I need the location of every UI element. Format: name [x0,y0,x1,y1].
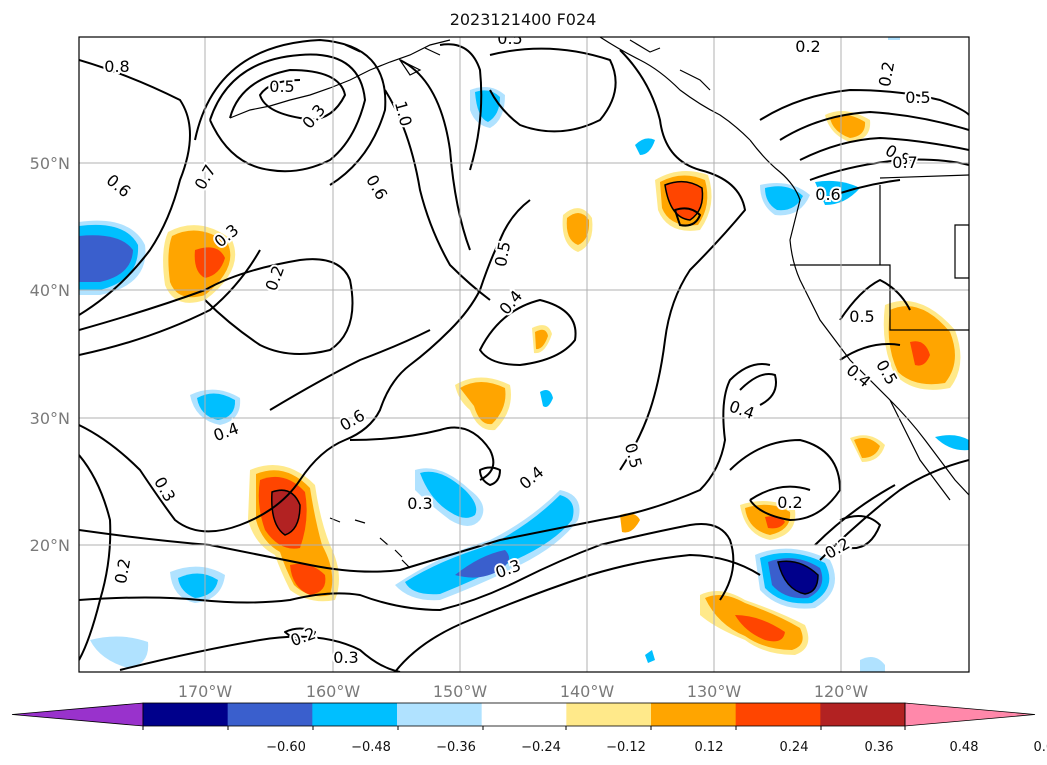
contour-label-halo: 0.3 [333,648,358,667]
contour-label: 0.8 [104,57,129,76]
contour-label-halo: 0.3 [407,494,432,513]
colorbar-tick-label: 0.48 [950,740,979,755]
contour-label: 0.5 [849,307,874,326]
longitude-labels: 170°W 160°W 150°W 140°W 130°W 120°W [178,682,869,701]
lat-label-40n: 40°N [30,281,70,300]
lon-label-160w: 160°W [306,682,361,701]
colorbar-extend-low [11,702,144,727]
colorbar-segment [735,703,821,726]
lon-label-120w: 120°W [814,682,869,701]
colorbar-segment [820,703,906,726]
lat-label-20n: 20°N [30,536,70,555]
contour-label: 0.7 [892,153,917,172]
colorbar-segment [312,703,398,726]
contour-label-halo: 0.2 [111,557,134,585]
colorbar [11,702,1036,727]
colorbar-tick-label: 0.12 [695,740,724,755]
lon-label-130w: 130°W [687,682,742,701]
shading-outlines [271,180,819,595]
contour-label: 0.5 [269,77,294,96]
colorbar-extend-high [904,702,1036,727]
map-frame [78,36,970,673]
colorbar-segment [143,703,229,726]
colorbar-segment [566,703,652,726]
map-area: 0.80.80.50.5 0.20.20.20.20.30.3 1.01.00.50… [79,29,969,672]
colorbar-segment [481,703,567,726]
lon-label-150w: 150°W [433,682,488,701]
colorbar-tick-label: 0.36 [865,740,894,755]
colorbar-segment [397,703,483,726]
colorbar-tick-label: 0.60 [1034,740,1047,755]
contour-label-halo: 0.2 [795,37,820,56]
contour-label-halo: 0.5 [269,77,294,96]
latitude-labels: 50°N 40°N 30°N 20°N [30,154,70,555]
grid-lines [79,37,969,672]
colorbar-frame [142,702,906,727]
contour-lines [79,39,969,672]
colorbar-tick-label: −0.24 [521,740,561,755]
colorbar-segment [227,703,313,726]
colorbar-tick-label: 0.24 [780,740,809,755]
lat-label-30n: 30°N [30,409,70,428]
contour-label: 0.2 [795,37,820,56]
colorbar-tick-label: −0.60 [266,740,306,755]
colorbar-tick-label: −0.36 [436,740,476,755]
contour-label: 0.2 [875,60,898,88]
contour-label-halo: 0.7 [892,153,917,172]
map-title: 2023121400 F024 [450,10,597,29]
contour-label: 0.5 [905,88,930,107]
contour-label-halo: 0.5 [905,88,930,107]
colorbar-tick-label: −0.48 [351,740,391,755]
contour-label-halo: 0.8 [104,57,129,76]
contour-label-halo: 0.6 [815,185,840,204]
lon-label-170w: 170°W [178,682,233,701]
contour-label-halo: 0.5 [849,307,874,326]
contour-label: 0.3 [333,648,358,667]
colorbar-segment [651,703,737,726]
lon-label-140w: 140°W [560,682,615,701]
colorbar-tick-labels: −0.60 −0.48 −0.36 −0.24 −0.12 0.12 0.24 0.36 0.4… [142,726,1047,755]
contour-label: 0.2 [777,493,802,512]
colorbar-tick-label: −0.12 [606,740,646,755]
contour-label-halo: 0.5 [497,29,522,48]
contour-label: 0.3 [407,494,432,513]
contour-label-halo: 0.2 [777,493,802,512]
contour-label: 0.5 [497,29,522,48]
contour-label: 0.5 [491,240,514,268]
contour-label: 0.2 [111,557,134,585]
lat-label-50n: 50°N [30,154,70,173]
contour-label: 0.6 [815,185,840,204]
